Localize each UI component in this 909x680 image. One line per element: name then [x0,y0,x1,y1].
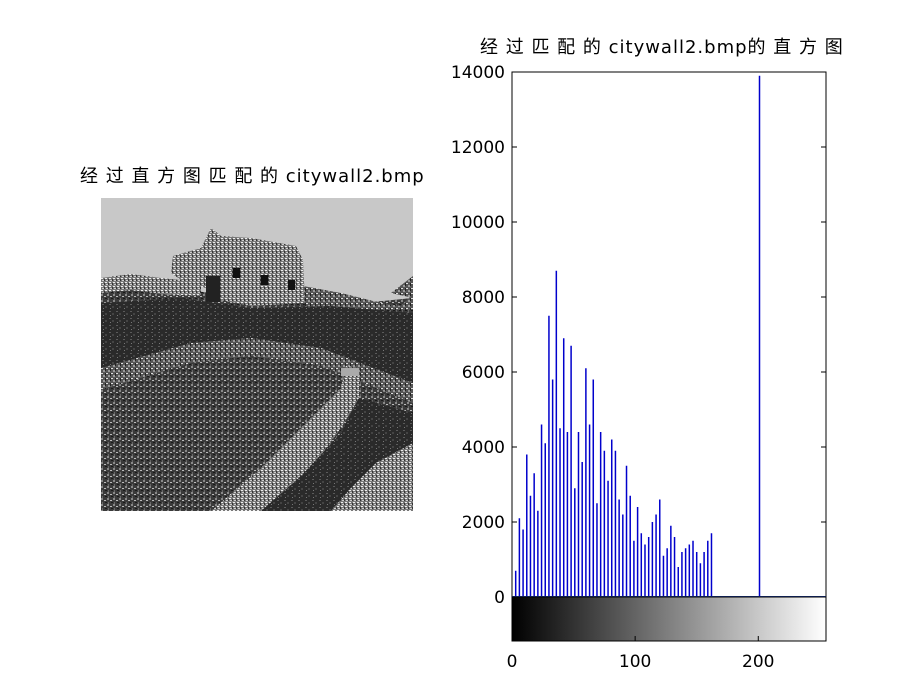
great-wall-image [101,198,413,511]
histogram-title: 经 过 匹 配 的 citywall2.bmp的 直 方 图 [480,37,844,58]
y-tick-label: 10000 [451,213,505,233]
x-axis: 0 100 200 [507,636,775,672]
y-axis: 0 2000 4000 6000 8000 10000 12000 14000 [451,63,826,608]
y-tick-label: 0 [494,588,505,608]
y-tick-label: 14000 [451,63,505,83]
y-tick-label: 12000 [451,138,505,158]
histogram-bars [514,75,761,597]
plot-area [511,71,827,598]
image-title: 经 过 直 方 图 匹 配 的 citywall2.bmp [80,166,425,187]
y-tick-label: 2000 [462,513,505,533]
y-tick-label: 6000 [462,363,505,383]
x-tick-label: 200 [742,652,774,672]
y-tick-label: 8000 [462,288,505,308]
x-tick-label: 100 [619,652,651,672]
x-tick-label: 0 [507,652,518,672]
y-tick-label: 4000 [462,438,505,458]
grayscale-colorbar [511,596,827,642]
photo-great-wall-grayscale-icon [101,198,413,511]
